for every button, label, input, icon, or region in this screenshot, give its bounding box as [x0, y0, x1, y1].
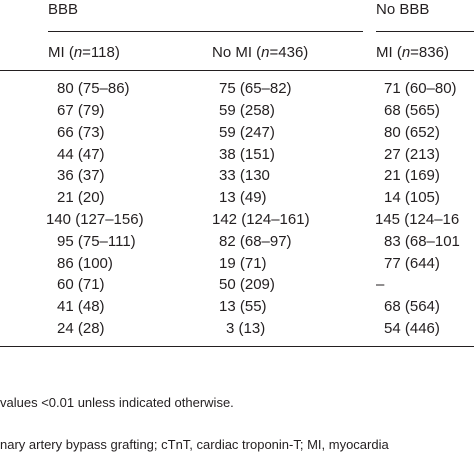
cell-r11-c2: 13 (55)	[219, 298, 267, 315]
cell-r11-c1: 41 (48)	[57, 298, 105, 315]
cell-r1-c2: 75 (65–82)	[219, 80, 292, 97]
cell-r3-c3: 80 (652)	[384, 124, 440, 141]
cell-r2-c3: 68 (565)	[384, 102, 440, 119]
cell-r8-c1: 95 (75–111)	[57, 233, 136, 250]
cell-r10-c3: –	[376, 276, 385, 293]
cell-r12-c2: 3 (13)	[226, 320, 266, 337]
cell-r3-c2: 59 (247)	[219, 124, 275, 141]
cell-r2-c2: 59 (258)	[219, 102, 275, 119]
footnote-abbreviations: nary artery bypass grafting; cTnT, cardi…	[0, 437, 389, 452]
cell-r1-c3: 71 (60–80)	[384, 80, 457, 97]
cell-r12-c1: 24 (28)	[57, 320, 105, 337]
cell-r7-c1: 140 (127–156)	[46, 211, 144, 228]
cell-r4-c3: 27 (213)	[384, 146, 440, 163]
cell-r8-c2: 82 (68–97)	[219, 233, 292, 250]
cell-r5-c1: 36 (37)	[57, 167, 105, 184]
cell-r12-c3: 54 (446)	[384, 320, 440, 337]
cell-r1-c1: 80 (75–86)	[57, 80, 130, 97]
cell-r10-c1: 60 (71)	[57, 276, 105, 293]
cell-r6-c3: 14 (105)	[384, 189, 440, 206]
col-header-no-bbb-mi: MI (n=836)	[376, 44, 449, 61]
cell-r9-c3: 77 (644)	[384, 255, 440, 272]
table-bottom-rule	[0, 346, 474, 347]
cell-r8-c3: 83 (68–101	[384, 233, 460, 250]
col-header-bbb-mi: MI (n=118)	[48, 44, 120, 61]
cell-r10-c2: 50 (209)	[219, 276, 275, 293]
header-bottom-rule	[0, 70, 474, 71]
cell-r9-c1: 86 (100)	[57, 255, 113, 272]
cell-r7-c2: 142 (124–161)	[212, 211, 310, 228]
cell-r6-c2: 13 (49)	[219, 189, 267, 206]
cell-r4-c1: 44 (47)	[57, 146, 105, 163]
cell-r4-c2: 38 (151)	[219, 146, 275, 163]
cell-r5-c2: 33 (130	[219, 167, 270, 184]
group-header-bbb: BBB	[48, 1, 79, 18]
col-header-bbb-no-mi: No MI (n=436)	[212, 44, 309, 61]
no-bbb-spanner-rule	[376, 31, 474, 32]
cell-r11-c3: 68 (564)	[384, 298, 440, 315]
bbb-spanner-rule	[48, 31, 363, 32]
group-header-no-bbb: No BBB	[376, 1, 430, 18]
cell-r6-c1: 21 (20)	[57, 189, 105, 206]
cell-r7-c3: 145 (124–16	[375, 211, 460, 228]
cell-r3-c1: 66 (73)	[57, 124, 105, 141]
footnote-p-values: values <0.01 unless indicated otherwise.	[0, 395, 234, 410]
cell-r9-c2: 19 (71)	[219, 255, 267, 272]
cell-r2-c1: 67 (79)	[57, 102, 105, 119]
cell-r5-c3: 21 (169)	[384, 167, 440, 184]
